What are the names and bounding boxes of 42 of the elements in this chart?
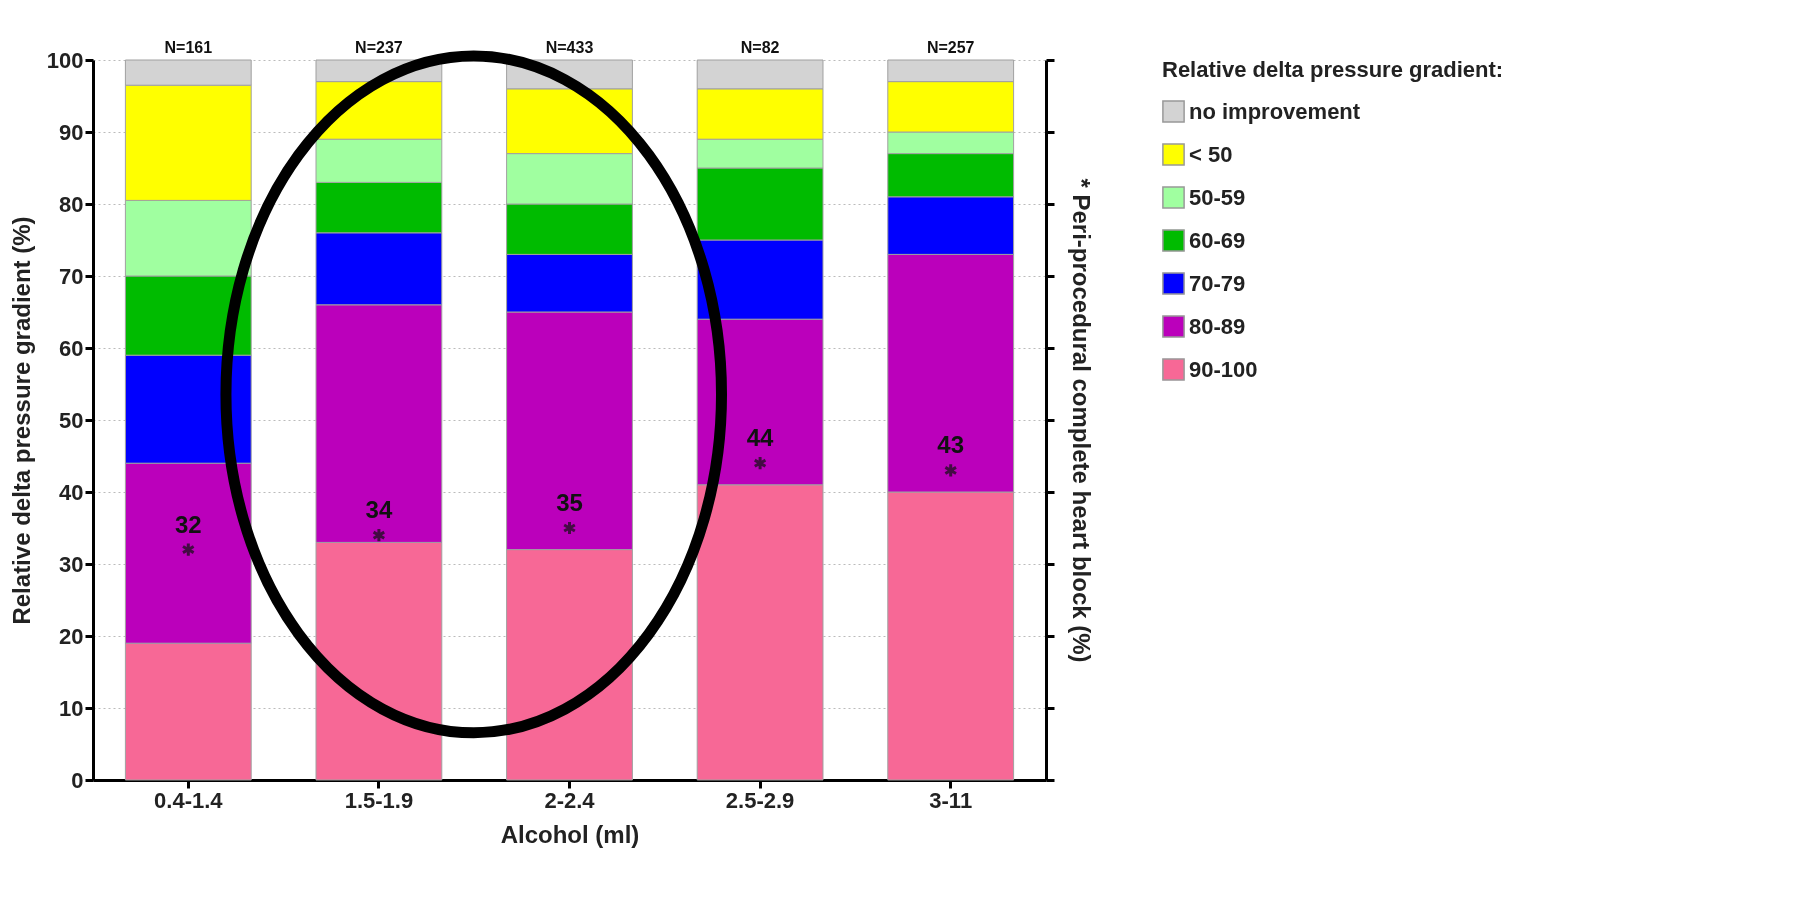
legend-label: 50-59 <box>1189 184 1246 210</box>
y-tick-label: 50 <box>59 407 84 433</box>
y-tick-label: 100 <box>46 47 84 73</box>
legend-label: 70-79 <box>1189 270 1246 296</box>
y-tick-label: 10 <box>59 695 84 721</box>
legend-label: 80-89 <box>1189 313 1246 339</box>
text: N=161 <box>164 39 213 56</box>
data-label: 44 <box>746 424 775 452</box>
point <box>943 462 958 479</box>
text: N=257 <box>926 39 975 56</box>
text: N=82 <box>740 39 780 56</box>
legend-title: Relative delta pressure gradient: <box>1162 57 1504 82</box>
x-tick-label: 2.5-2.9 <box>725 787 795 813</box>
y-tick-label: 20 <box>59 623 84 649</box>
legend-label: 90-100 <box>1189 356 1258 382</box>
data-label: 32 <box>174 510 202 538</box>
y-tick-label: 0 <box>71 767 84 793</box>
x-tick-label: 2-2.4 <box>544 787 596 813</box>
text: N=237 <box>355 39 403 56</box>
point <box>562 520 577 536</box>
x-tick-label: 0.4-1.4 <box>154 787 224 813</box>
y-tick-label: 30 <box>59 551 84 577</box>
y2-axis-title: * Peri-procedural complete heart block (%) <box>1068 178 1095 663</box>
data-label: 35 <box>556 489 583 516</box>
y-tick-label: 60 <box>59 335 84 361</box>
data-label: 43 <box>937 431 965 459</box>
y-tick-label: 90 <box>59 119 84 145</box>
data-label: 34 <box>365 496 393 524</box>
point <box>372 527 386 543</box>
point <box>753 455 767 471</box>
text: N=433 <box>545 39 594 56</box>
y-tick-label: 70 <box>59 263 84 289</box>
point <box>181 541 196 558</box>
legend-label: no improvement <box>1189 98 1361 124</box>
y-axis-title: Relative delta pressure gradient (%) <box>7 216 35 625</box>
y-tick-label: 40 <box>59 479 84 505</box>
x-tick-label: 3-11 <box>929 787 973 813</box>
legend-label: < 50 <box>1189 141 1233 167</box>
x-tick-label: 1.5-1.9 <box>344 787 414 813</box>
x-axis-title: Alcohol (ml) <box>500 820 640 848</box>
y-tick-label: 80 <box>59 191 84 217</box>
legend-label: 60-69 <box>1189 227 1246 253</box>
